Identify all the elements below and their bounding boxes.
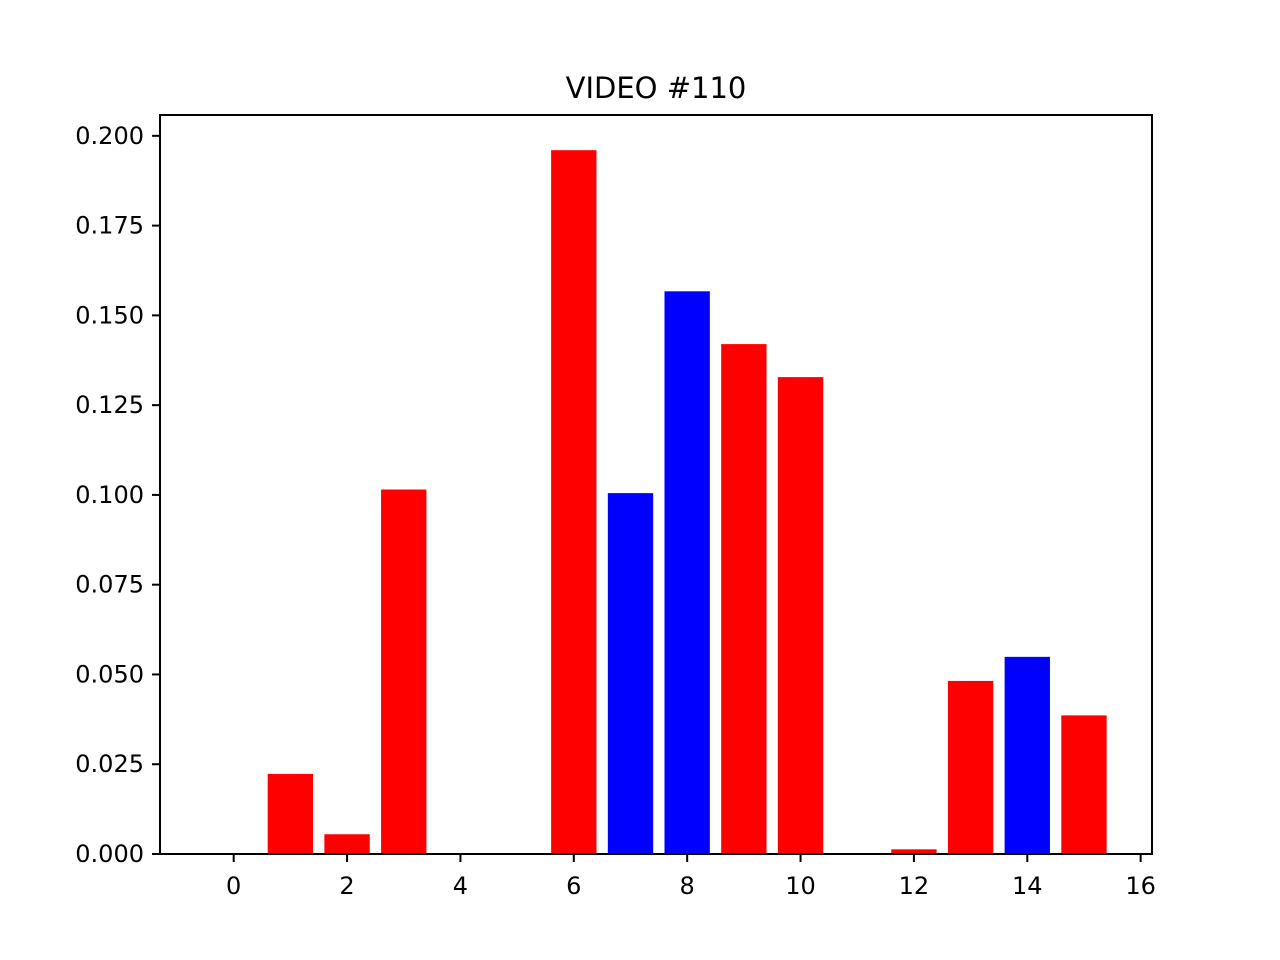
- y-tick-label: 0.050: [75, 660, 144, 688]
- bar-x2: [324, 834, 370, 854]
- bar-x9: [721, 344, 767, 854]
- bar-x6: [551, 150, 597, 854]
- bar-x12: [891, 849, 937, 854]
- y-tick-label: 0.150: [75, 301, 144, 329]
- x-tick-label: 12: [899, 872, 930, 900]
- bar-x14: [1004, 656, 1050, 854]
- plot-frame: [159, 114, 1153, 855]
- bar-x8: [664, 291, 710, 854]
- x-tick-label: 4: [453, 872, 468, 900]
- x-tick-label: 2: [339, 872, 354, 900]
- bar-x1: [267, 773, 314, 854]
- x-tick-label: 16: [1125, 872, 1156, 900]
- y-axis: 0.000 0.025 0.050 0.075 0.100 0.125 0.150 0.175…: [75, 122, 160, 868]
- y-tick-label: 0.075: [75, 571, 144, 599]
- bar-x3: [381, 489, 427, 854]
- chart-title: VIDEO #110: [566, 71, 747, 105]
- bars-layer: [267, 150, 1107, 854]
- bar-x15: [1061, 715, 1107, 854]
- x-tick-label: 14: [1012, 872, 1043, 900]
- bar-x7: [607, 493, 654, 854]
- y-tick-label: 0.125: [75, 391, 144, 419]
- bar-x13: [947, 680, 994, 854]
- y-tick-label: 0.200: [75, 122, 144, 150]
- y-tick-label: 0.025: [75, 750, 144, 778]
- x-tick-label: 8: [680, 872, 695, 900]
- x-tick-label: 0: [226, 872, 241, 900]
- x-tick-label: 6: [566, 872, 581, 900]
- x-tick-label: 10: [785, 872, 816, 900]
- y-tick-label: 0.100: [75, 481, 144, 509]
- y-tick-label: 0.000: [75, 840, 144, 868]
- bar-x10: [777, 377, 824, 854]
- y-tick-label: 0.175: [75, 212, 144, 240]
- x-axis: 0 2 4 6 8 10 12 14 16: [226, 854, 1156, 900]
